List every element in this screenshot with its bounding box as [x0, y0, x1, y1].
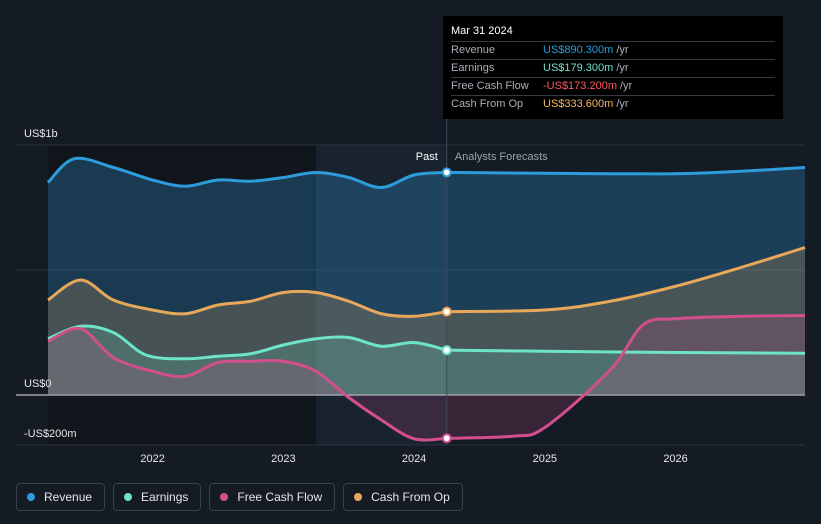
legend-item-cash-from-op[interactable]: Cash From Op: [343, 483, 463, 511]
legend-label: Revenue: [44, 490, 93, 504]
tooltip-label: Earnings: [451, 62, 495, 74]
earnings-dot-icon: [124, 493, 133, 501]
tooltip-date: Mar 31 2024: [451, 25, 513, 37]
tooltip-row-free-cash-flow: Free Cash Flow -US$173.200m /yr: [451, 77, 775, 95]
tooltip-value: US$890.300m: [543, 44, 614, 56]
legend-label: Earnings: [141, 490, 189, 504]
y-tick-label: US$0: [24, 378, 52, 390]
x-tick-label: 2026: [663, 453, 687, 465]
revenue-area: [48, 158, 805, 395]
tooltip-value: -US$173.200m: [543, 80, 617, 92]
x-tick-label: 2022: [140, 453, 164, 465]
legend-item-free-cash-flow[interactable]: Free Cash Flow: [209, 483, 336, 511]
tooltip-value: US$179.300m: [543, 62, 614, 74]
y-tick-label: US$1b: [24, 128, 58, 140]
x-tick-label: 2024: [402, 453, 426, 465]
cash-from-op-line-forecast: [446, 246, 806, 314]
tooltip-label: Revenue: [451, 44, 496, 56]
earnings-line-forecast: [446, 348, 806, 355]
earnings-area: [48, 326, 805, 395]
legend-label: Free Cash Flow: [237, 490, 323, 504]
revenue-dot-icon: [27, 493, 35, 501]
tooltip-label: Cash From Op: [451, 98, 524, 110]
free-cash-flow-line-past: [47, 326, 447, 442]
tooltip-unit: /yr: [616, 44, 629, 56]
tooltip-row-revenue: Revenue US$890.300m /yr: [451, 41, 775, 59]
free-cash-flow-line-forecast: [446, 314, 806, 440]
legend-item-revenue[interactable]: Revenue: [16, 483, 106, 511]
x-tick-label: 2025: [533, 453, 557, 465]
tooltip-unit: /yr: [620, 80, 633, 92]
earnings-line-past: [47, 324, 448, 361]
tooltip-value: US$333.600m: [543, 98, 614, 110]
past-label: Past: [416, 151, 438, 163]
revenue-line-forecast: [446, 166, 806, 176]
tooltip-unit: /yr: [616, 62, 629, 74]
free-cash-flow-dot-icon: [220, 493, 229, 501]
earnings-point: [441, 345, 452, 356]
cash-from-op-point: [441, 306, 452, 317]
cash-from-op-area: [48, 247, 805, 395]
chart-legend: Revenue Earnings Free Cash Flow Cash Fro…: [16, 483, 463, 511]
tooltip-unit: /yr: [616, 98, 629, 110]
y-tick-label: -US$200m: [24, 428, 77, 440]
forecast-label: Analysts Forecasts: [455, 151, 548, 163]
tooltip-row-cash-from-op: Cash From Op US$333.600m /yr: [451, 95, 775, 113]
revenue-point: [441, 167, 452, 178]
tooltip-row-earnings: Earnings US$179.300m /yr: [451, 59, 775, 77]
revenue-line-past: [46, 156, 447, 190]
x-tick-label: 2023: [271, 453, 295, 465]
tooltip-label: Free Cash Flow: [451, 80, 529, 92]
free-cash-flow-area: [48, 315, 805, 441]
cash-from-op-dot-icon: [354, 493, 363, 501]
legend-label: Cash From Op: [371, 490, 450, 504]
cash-from-op-line-past: [47, 278, 447, 318]
data-tooltip: Mar 31 2024 Revenue US$890.300m /yr Earn…: [443, 16, 783, 119]
legend-item-earnings[interactable]: Earnings: [113, 483, 202, 511]
free-cash-flow-point: [441, 433, 452, 444]
